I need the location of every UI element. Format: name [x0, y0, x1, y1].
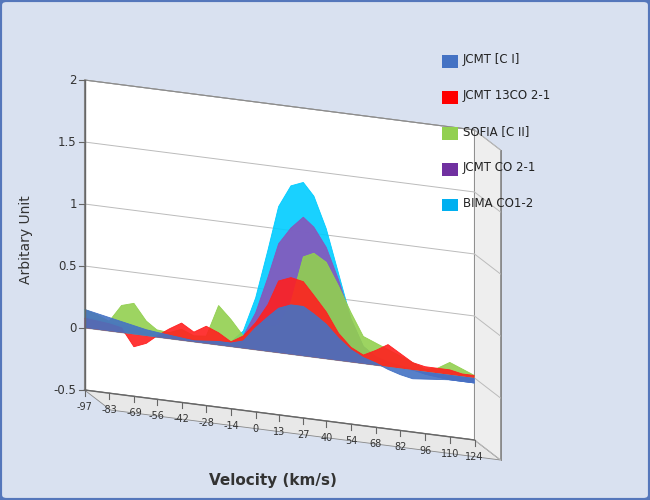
Text: -14: -14	[223, 421, 239, 431]
Text: -69: -69	[126, 408, 142, 418]
Text: Arbitary Unit: Arbitary Unit	[19, 196, 33, 284]
Text: 40: 40	[320, 433, 332, 443]
Text: 110: 110	[441, 449, 459, 459]
Text: -28: -28	[198, 418, 214, 428]
Text: -83: -83	[101, 405, 117, 415]
Text: JCMT CO 2-1: JCMT CO 2-1	[463, 162, 536, 174]
Text: 0.5: 0.5	[58, 260, 77, 272]
Text: BIMA CO1-2: BIMA CO1-2	[463, 198, 533, 210]
Text: 27: 27	[297, 430, 309, 440]
PathPatch shape	[84, 390, 500, 460]
FancyBboxPatch shape	[442, 127, 458, 140]
Text: -0.5: -0.5	[54, 384, 77, 396]
Text: JCMT 13CO 2-1: JCMT 13CO 2-1	[463, 90, 551, 102]
FancyBboxPatch shape	[442, 199, 458, 211]
PathPatch shape	[84, 217, 474, 383]
FancyBboxPatch shape	[442, 55, 458, 68]
Text: 0: 0	[70, 322, 77, 334]
Text: SOFIA [C II]: SOFIA [C II]	[463, 126, 529, 138]
Text: 96: 96	[419, 446, 431, 456]
Text: JCMT [C I]: JCMT [C I]	[463, 54, 520, 66]
Text: -56: -56	[149, 412, 165, 422]
PathPatch shape	[84, 254, 474, 378]
PathPatch shape	[84, 305, 474, 383]
PathPatch shape	[84, 278, 474, 378]
PathPatch shape	[84, 80, 474, 440]
Text: 13: 13	[272, 427, 285, 437]
FancyBboxPatch shape	[442, 91, 458, 104]
Text: 54: 54	[344, 436, 357, 446]
Text: Velocity (km/s): Velocity (km/s)	[209, 472, 337, 488]
Text: 124: 124	[465, 452, 484, 462]
Text: -97: -97	[77, 402, 92, 412]
PathPatch shape	[474, 130, 500, 460]
Text: 1: 1	[69, 198, 77, 210]
Text: 1.5: 1.5	[58, 136, 77, 148]
Text: 68: 68	[370, 440, 382, 450]
Text: -42: -42	[174, 414, 190, 424]
Text: 2: 2	[69, 74, 77, 86]
Text: 0: 0	[253, 424, 259, 434]
FancyBboxPatch shape	[442, 163, 458, 175]
Text: 82: 82	[394, 442, 406, 452]
PathPatch shape	[84, 182, 474, 383]
